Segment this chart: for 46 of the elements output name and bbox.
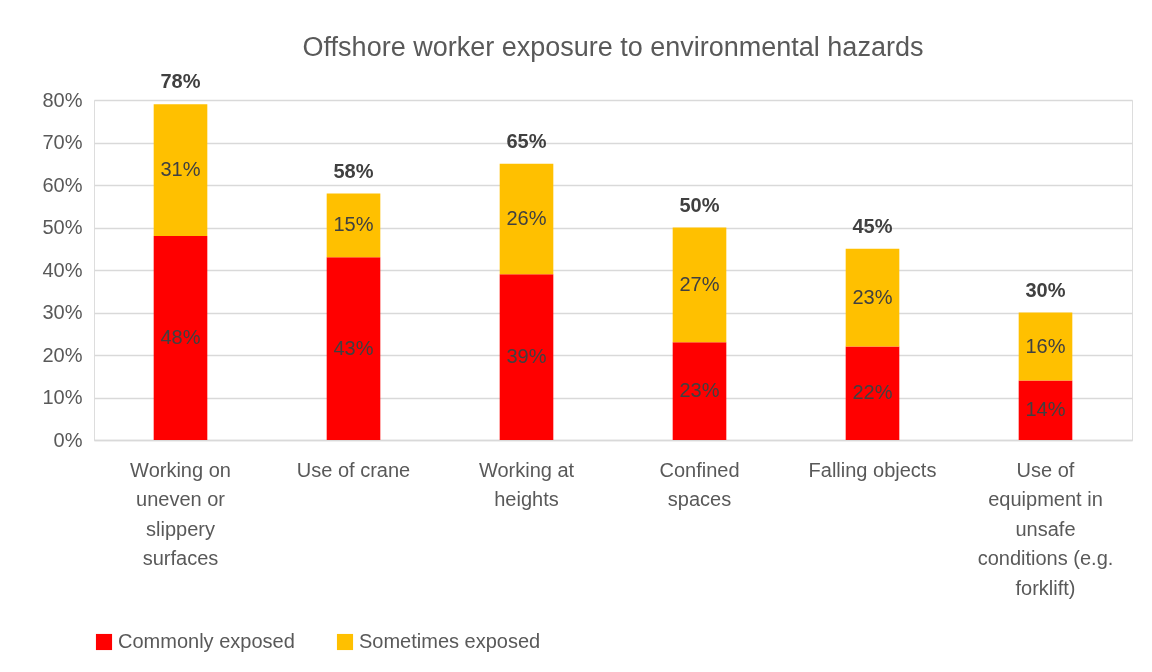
bar [845, 346, 900, 440]
legend-label: Sometimes exposed [359, 630, 541, 652]
chart-title: Offshore worker exposure to environmental hazards [302, 32, 924, 63]
bar [499, 274, 554, 440]
total-label: 78% [160, 70, 201, 93]
data-label: 48% [160, 326, 201, 348]
bar [672, 227, 727, 343]
bar [1018, 312, 1073, 381]
y-tick-label: 70% [42, 131, 83, 153]
data-label: 39% [506, 345, 547, 368]
total-label: 65% [506, 129, 547, 152]
total-label: 30% [1025, 278, 1066, 301]
data-label: 16% [1025, 334, 1066, 357]
bar [845, 248, 900, 347]
data-label: 22% [852, 381, 893, 404]
data-label: 23% [679, 379, 720, 402]
total-label: 58% [333, 159, 374, 182]
x-tick-label: Working at heights [478, 458, 575, 510]
data-label: 26% [506, 207, 547, 229]
y-tick-label: 50% [42, 216, 83, 238]
bar [153, 104, 208, 236]
y-tick-label: 60% [42, 173, 83, 196]
x-tick-label: Use of crane [296, 458, 411, 481]
bar [499, 163, 554, 275]
y-tick-label: 30% [42, 301, 83, 323]
y-tick-label: 20% [42, 343, 83, 366]
data-label: 31% [160, 158, 201, 181]
legend-label: Commonly exposed [118, 630, 295, 652]
x-tick-label: Falling objects [808, 458, 937, 481]
x-tick-label: Use of equipment in unsafe conditions (e.g. forklift) [977, 458, 1114, 599]
x-tick-label: Working on uneven or slippery surfaces [130, 458, 231, 569]
total-label: 50% [679, 193, 720, 216]
data-label: 27% [679, 272, 720, 295]
data-label: 23% [852, 285, 893, 308]
bar [326, 257, 381, 440]
bar [153, 236, 208, 440]
y-tick-label: 10% [42, 386, 83, 408]
data-label: 14% [1025, 398, 1066, 421]
y-tick-label: 0% [53, 428, 83, 451]
bar [672, 342, 727, 440]
x-tick-label: Confined spaces [659, 458, 740, 510]
total-label: 45% [852, 214, 893, 237]
data-label: 15% [333, 213, 374, 236]
y-tick-label: 40% [42, 258, 83, 281]
y-tick-label: 80% [42, 88, 83, 111]
data-label: 43% [333, 336, 374, 359]
